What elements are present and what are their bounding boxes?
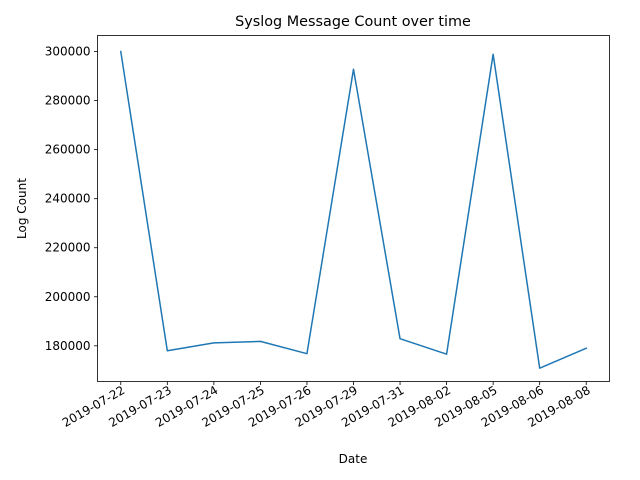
y-tick-label: 280000 [45, 94, 91, 108]
chart-title: Syslog Message Count over time [235, 14, 471, 30]
y-axis-ticks: 180000 200000 220000 240000 260000 280000 3000… [45, 45, 98, 353]
x-axis-label: Date [339, 452, 368, 466]
series-line-0 [119, 50, 588, 369]
plot-frame [97, 35, 610, 382]
x-axis-ticks: 2019-07-222019-07-232019-07-242019-07-25… [60, 381, 593, 430]
y-tick-label: 200000 [45, 290, 91, 304]
y-tick-label: 260000 [45, 143, 91, 157]
y-axis-label: Log Count [15, 178, 29, 239]
y-tick-label: 240000 [45, 192, 91, 206]
series-layer [119, 50, 588, 369]
y-tick-label: 300000 [45, 45, 91, 59]
y-tick-label: 180000 [45, 339, 91, 353]
plot-area: 180000 200000 220000 240000 260000 280000 3000… [45, 35, 610, 430]
y-tick-label: 220000 [45, 241, 91, 255]
